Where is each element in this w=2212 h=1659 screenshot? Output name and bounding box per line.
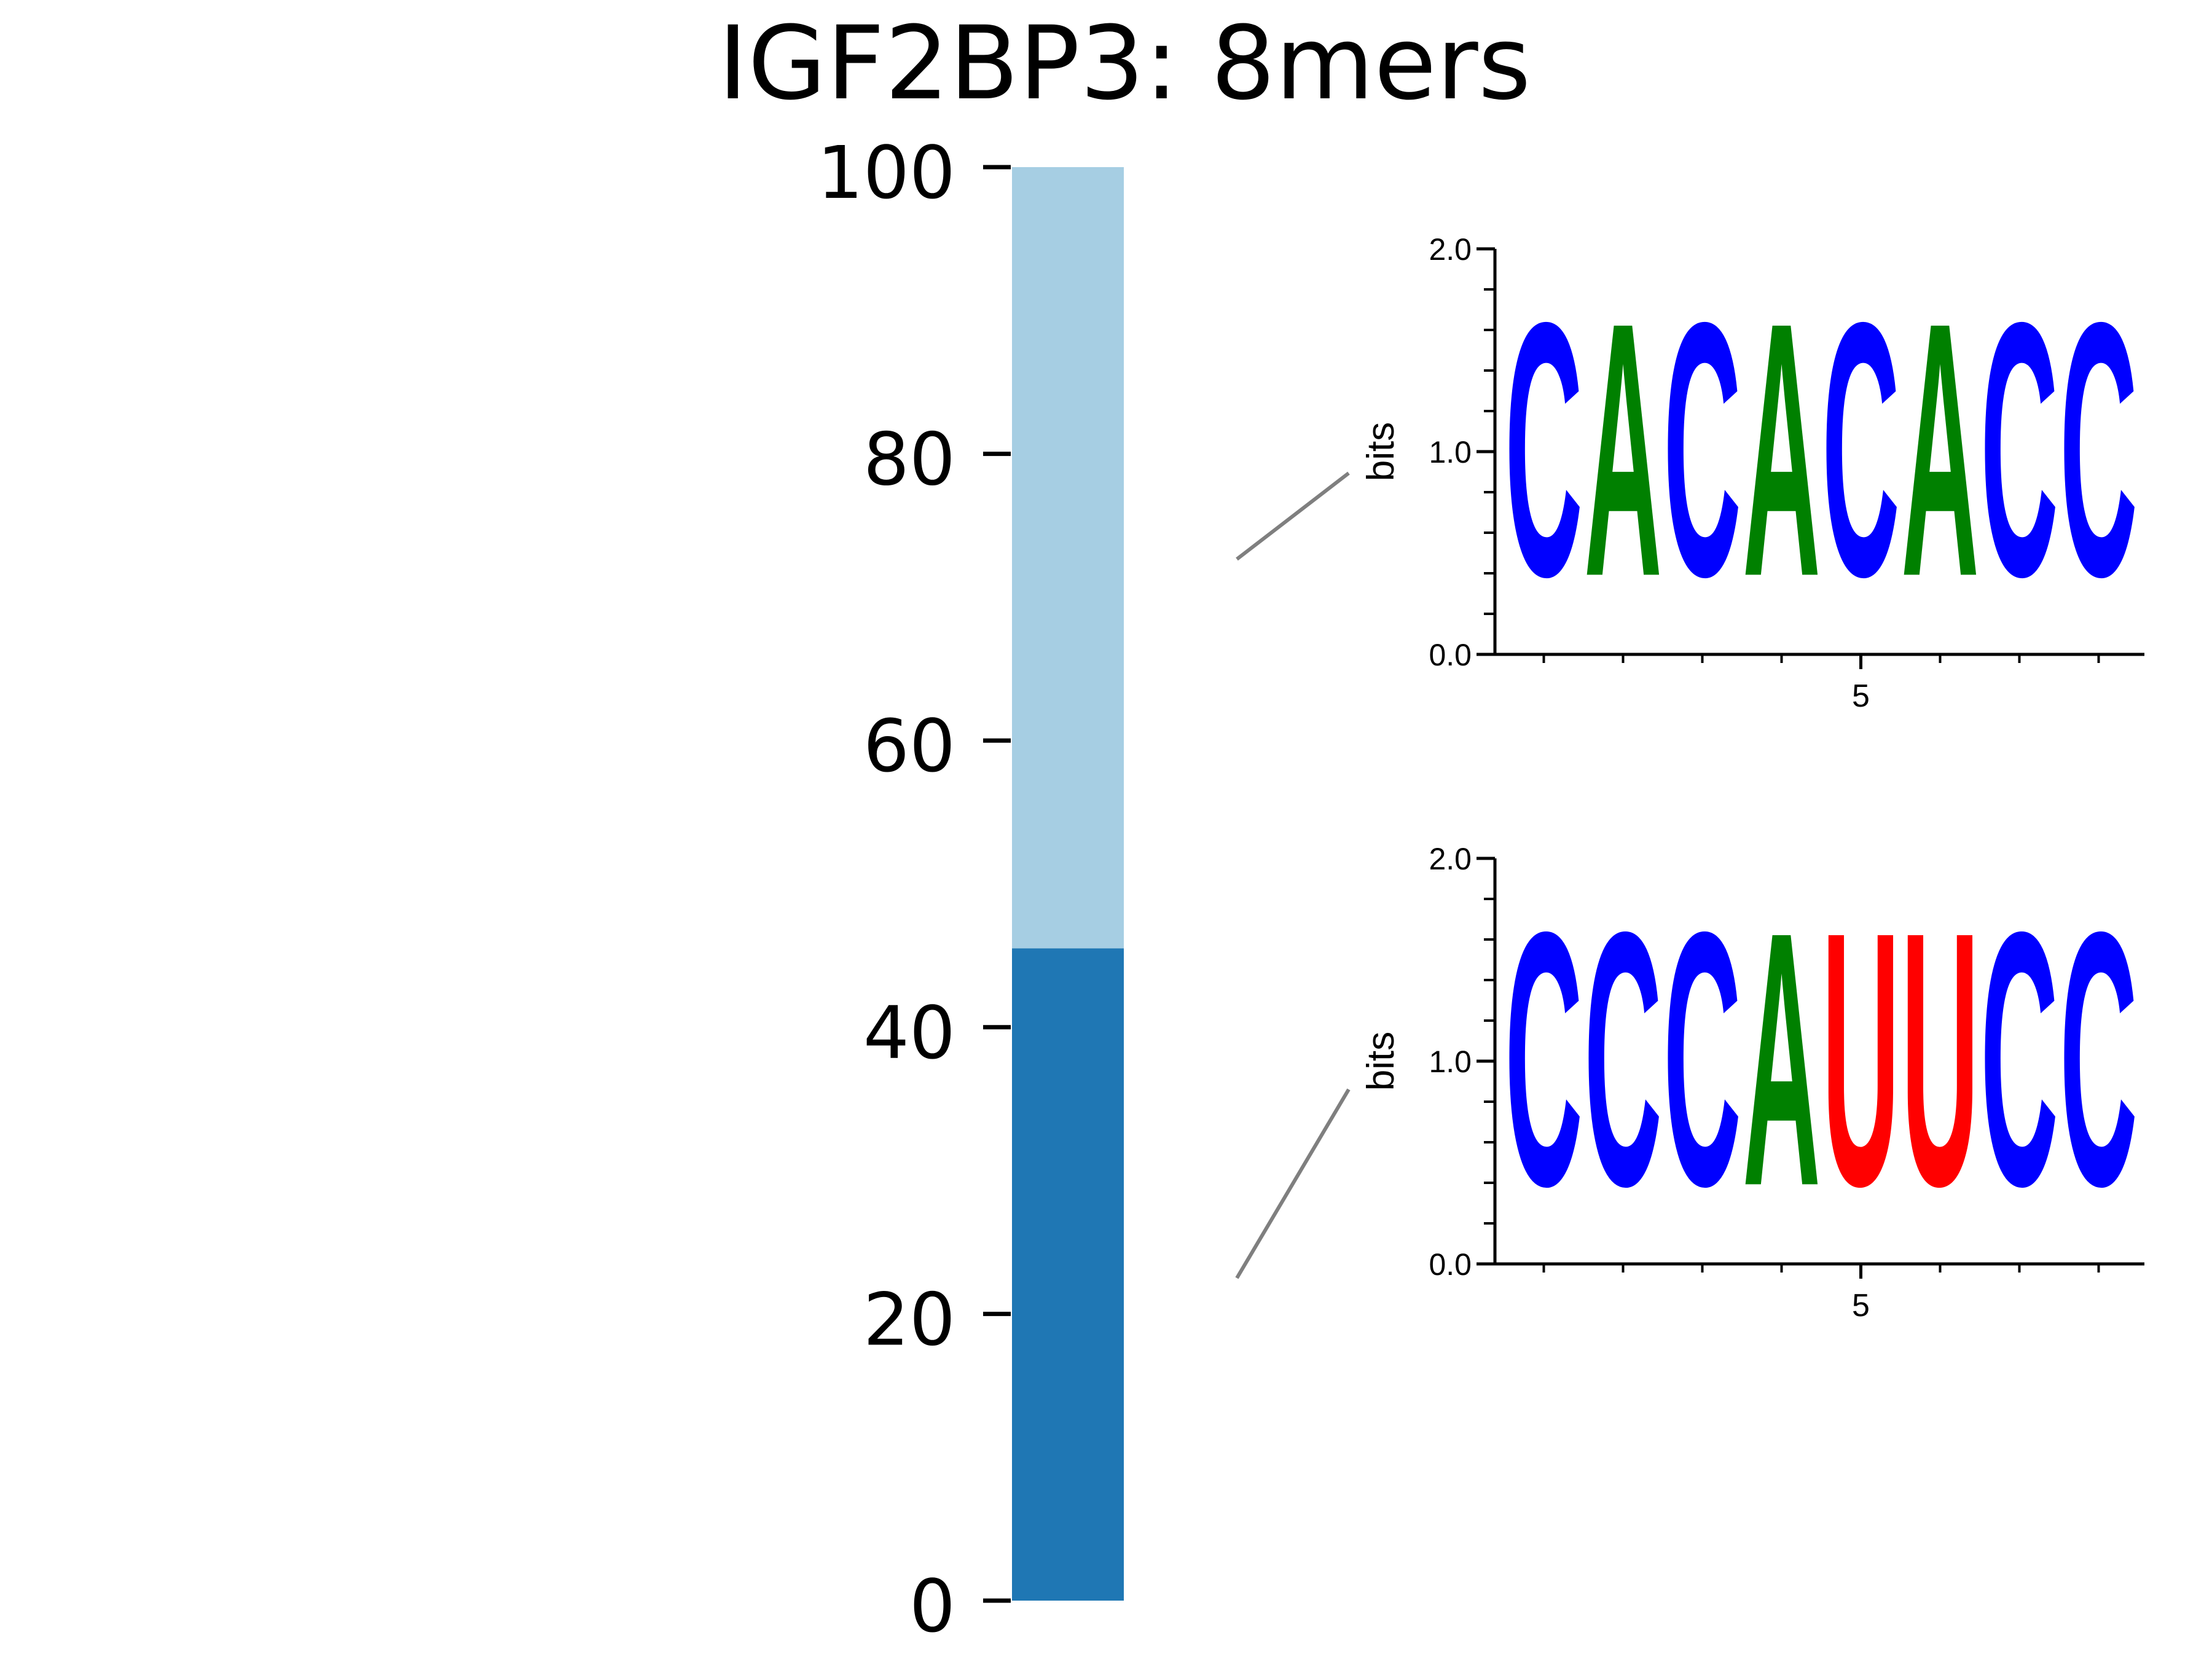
bar-segment-1 — [1012, 167, 1124, 949]
logo-letter-C: C — [2060, 248, 2137, 653]
connector-lines — [1235, 471, 1351, 1279]
logo-letter-C: C — [1980, 248, 2058, 653]
logo-y-tick-label-2: 2.0 — [1429, 842, 1472, 876]
logo-letter-C: C — [1663, 857, 1741, 1262]
logo-letter-A: A — [1584, 248, 1661, 653]
chart-title: IGF2BP3: 8mers — [718, 4, 1531, 122]
logo-letter-U: U — [1822, 857, 1899, 1262]
stacked-bar-chart: 0 20 40 60 80 100 — [817, 130, 1124, 1649]
bar-tick-label-1: 20 — [863, 1277, 955, 1362]
bar-segment-0 — [1012, 948, 1124, 1601]
connector-line-0 — [1236, 471, 1350, 561]
logo-letter-A: A — [1901, 248, 1979, 653]
connector-line-1 — [1235, 1088, 1351, 1279]
bar-tick-label-0: 0 — [909, 1564, 955, 1649]
logo-y-tick-label-0: 0.0 — [1429, 1247, 1472, 1282]
logo-y-tick-label-0: 0.0 — [1429, 638, 1472, 672]
logo-y-label: bits — [1360, 1032, 1402, 1091]
bar-tick-label-3: 60 — [863, 704, 955, 788]
logo-letter-C: C — [1663, 248, 1741, 653]
logo-y-tick-label-1: 1.0 — [1429, 1045, 1472, 1079]
logo-letter-A: A — [1743, 248, 1820, 653]
bar-tick-label-4: 80 — [863, 417, 955, 502]
logo-letter-C: C — [1584, 857, 1661, 1262]
logo-letter-C: C — [1822, 248, 1899, 653]
logo-letter-C: C — [1505, 857, 1582, 1262]
logo-letter-C: C — [2060, 857, 2137, 1262]
logo-x-tick-label-0: 5 — [1852, 678, 1870, 714]
logo-x-tick-label-0: 5 — [1852, 1288, 1870, 1324]
bar-segments — [1012, 167, 1124, 1601]
logo-letter-U: U — [1901, 857, 1979, 1262]
logo-letter-A: A — [1743, 857, 1820, 1262]
logo-y-label: bits — [1360, 422, 1402, 481]
bar-tick-label-2: 40 — [863, 990, 955, 1075]
bar-y-ticks: 0 20 40 60 80 100 — [817, 130, 1011, 1649]
logo-letter-C: C — [1980, 857, 2058, 1262]
bar-tick-label-5: 100 — [817, 130, 955, 215]
logo-letter-C: C — [1505, 248, 1582, 653]
logo-y-tick-label-2: 2.0 — [1429, 232, 1472, 267]
logo-y-tick-label-1: 1.0 — [1429, 435, 1472, 469]
